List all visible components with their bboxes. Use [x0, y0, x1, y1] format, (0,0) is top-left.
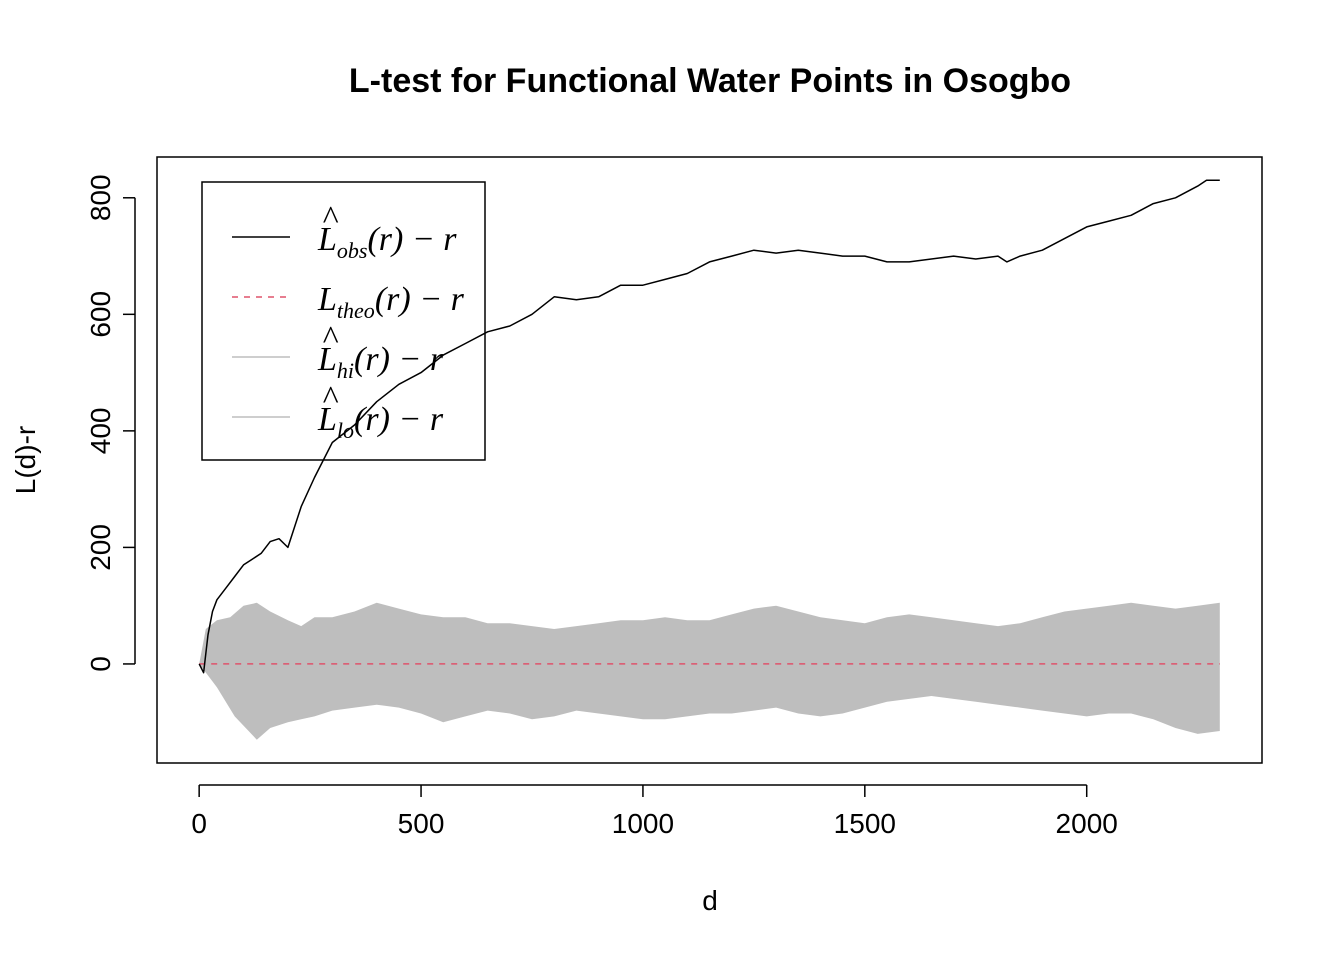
legend-hat-hi: ^	[322, 320, 339, 357]
y-tick-label: 800	[85, 174, 116, 221]
legend-label-lo: Llo(r) − r	[317, 401, 444, 443]
y-tick-label: 0	[85, 656, 116, 672]
plot-frame	[156, 156, 1263, 764]
legend-label-hi: Lhi(r) − r	[317, 341, 444, 383]
legend-label-obs: Lobs(r) − r	[317, 221, 457, 263]
envelope-band	[199, 602, 1220, 740]
x-axis-label: d	[702, 885, 718, 916]
y-tick-label: 400	[85, 408, 116, 455]
legend-label-theo: Ltheo(r) − r	[317, 281, 465, 323]
series-layer	[198, 179, 1220, 674]
chart-title: L-test for Functional Water Points in Os…	[349, 62, 1071, 100]
x-tick-label: 2000	[1056, 808, 1118, 839]
y-axis: 0 200 400 600 800	[85, 174, 136, 672]
y-axis-label: L(d)-r	[10, 426, 41, 494]
x-tick-label: 1000	[612, 808, 674, 839]
legend-hat-obs: ^	[322, 200, 339, 237]
x-tick-label: 1500	[834, 808, 896, 839]
x-axis: 0 500 1000 1500 2000	[191, 784, 1118, 839]
x-tick-label: 500	[398, 808, 445, 839]
y-tick-label: 200	[85, 524, 116, 571]
y-tick-label: 600	[85, 291, 116, 338]
x-tick-label: 0	[191, 808, 207, 839]
legend-box	[201, 181, 486, 461]
legend-hat-lo: ^	[322, 380, 339, 417]
series-obs-line	[198, 179, 1220, 674]
envelope-band-layer	[199, 602, 1220, 740]
